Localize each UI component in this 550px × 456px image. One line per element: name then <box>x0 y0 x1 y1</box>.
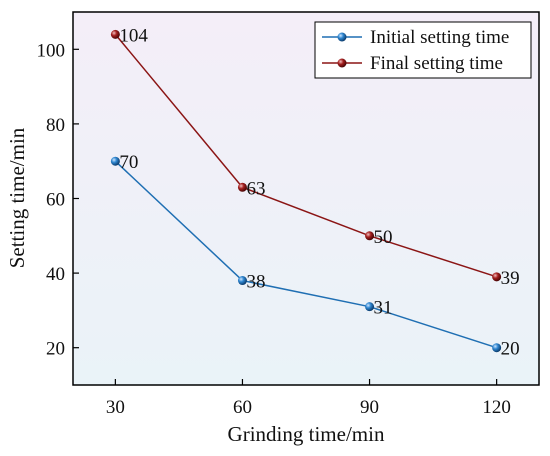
legend: Initial setting time Final setting time <box>314 21 532 79</box>
x-tick-label: 60 <box>233 397 252 418</box>
y-tick-label: 60 <box>46 190 65 211</box>
legend-label-final: Final setting time <box>370 53 503 74</box>
data-label: 50 <box>374 227 393 248</box>
series-layer: 70 38 31 20 104 63 50 39 <box>110 25 520 360</box>
data-label: 20 <box>501 339 520 360</box>
y-tick-label: 40 <box>46 264 65 285</box>
x-tick-label: 30 <box>106 397 125 418</box>
data-label: 31 <box>374 298 393 319</box>
data-point <box>492 272 502 282</box>
y-tick-label: 80 <box>46 115 65 136</box>
data-point <box>365 302 375 312</box>
data-label: 104 <box>119 25 148 46</box>
x-axis-ticks: 30 60 90 120 <box>106 379 511 418</box>
legend-marker-final <box>337 58 347 68</box>
data-point <box>492 343 502 353</box>
y-tick-label: 100 <box>37 40 66 61</box>
y-axis-title: Setting time/min <box>5 127 29 268</box>
x-axis-title: Grinding time/min <box>228 422 385 446</box>
data-point <box>110 29 120 39</box>
data-label: 38 <box>246 272 265 293</box>
data-point <box>237 182 247 192</box>
data-label: 70 <box>119 152 138 173</box>
legend-box <box>314 21 532 79</box>
series-line-initial <box>114 160 497 349</box>
data-point <box>110 156 120 166</box>
legend-label-initial: Initial setting time <box>370 27 509 48</box>
y-tick-label: 20 <box>46 339 65 360</box>
data-label: 39 <box>501 268 520 289</box>
data-label: 63 <box>246 178 265 199</box>
data-point <box>365 231 375 241</box>
data-point <box>237 276 247 286</box>
x-tick-label: 90 <box>360 397 379 418</box>
y-axis-ticks: 20 40 60 80 100 <box>37 40 79 360</box>
series-line-final <box>114 33 497 278</box>
x-tick-label: 120 <box>482 397 511 418</box>
legend-marker-initial <box>337 32 347 42</box>
